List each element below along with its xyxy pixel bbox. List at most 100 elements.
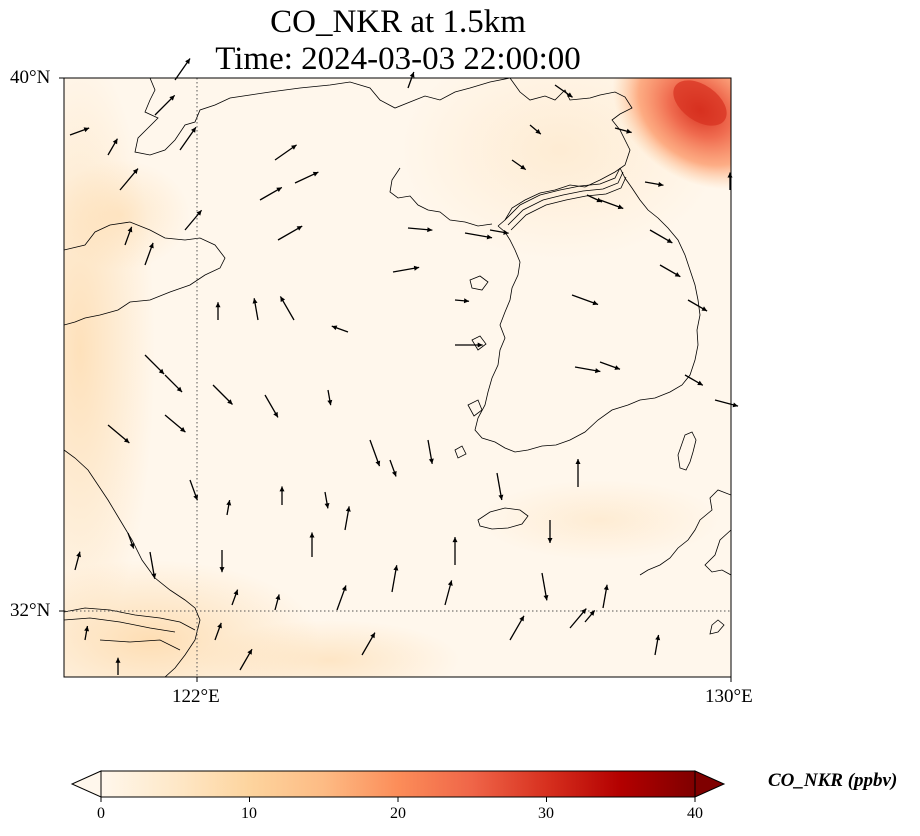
wind-arrow — [654, 634, 661, 656]
wind-arrow — [264, 394, 279, 418]
wind-arrow — [369, 439, 381, 467]
colorbar-gradient — [101, 771, 695, 797]
wind-arrow — [392, 265, 420, 273]
wind-arrow — [687, 299, 708, 312]
wind-arrow — [391, 565, 399, 593]
wind-arrow — [154, 94, 176, 116]
wind-arrow — [644, 181, 664, 187]
colorbar — [70, 770, 726, 802]
wind-arrow — [714, 399, 739, 408]
wind-arrow — [599, 199, 624, 210]
wind-arrow — [252, 298, 259, 321]
wind-arrow — [511, 159, 527, 171]
colorbar-extend-low — [70, 770, 102, 798]
wind-arrow — [684, 374, 704, 386]
wind-arrow — [547, 520, 553, 543]
wind-arrow — [119, 168, 139, 191]
wind-arrow — [344, 506, 351, 531]
wind-arrow — [584, 609, 596, 623]
wind-arrow — [164, 414, 186, 433]
wind-arrow — [541, 572, 549, 601]
wind-arrow — [144, 242, 154, 266]
wind-arrow — [179, 126, 197, 151]
wind-arrow — [529, 124, 542, 135]
wind-arrow — [614, 127, 632, 134]
wind-arrow — [107, 424, 130, 444]
colorbar-tick-label: 20 — [390, 805, 406, 822]
wind-arrow — [571, 294, 599, 306]
wind-arrow — [464, 232, 493, 240]
wind-arrow — [214, 622, 222, 641]
wind-arrow — [455, 342, 483, 348]
wind-arrow — [274, 594, 281, 611]
wind-arrow — [336, 585, 347, 611]
wind-arrow — [279, 486, 285, 505]
wind-arrow — [575, 459, 581, 487]
wind-arrow — [164, 374, 183, 393]
wind-arrow — [599, 361, 621, 370]
wind-arrow — [239, 648, 253, 671]
wind-arrow — [659, 264, 681, 278]
wind-arrow — [407, 227, 433, 233]
lat-label-32n: 32°N — [10, 600, 51, 621]
wind-arrow — [327, 389, 333, 406]
wind-arrow — [489, 229, 509, 235]
wind-arrow — [189, 479, 199, 501]
colorbar-label: CO_NKR (ppbv) — [768, 770, 898, 791]
wind-arrow — [277, 225, 303, 241]
coastlines — [64, 78, 731, 677]
colorbar-extend-high — [694, 770, 726, 798]
wind-arrow — [212, 384, 233, 405]
wind-arrow — [649, 229, 673, 244]
map-subtitle-time: Time: 2024-03-03 22:00:00 — [215, 41, 581, 77]
wind-arrow — [427, 439, 434, 465]
wind-arrow — [279, 296, 295, 321]
wind-arrow — [509, 615, 525, 641]
wind-arrow — [149, 551, 157, 579]
colorbar-tick-label: 30 — [538, 805, 554, 822]
colorbar-tick-label: 0 — [97, 805, 105, 822]
wind-arrow — [74, 551, 82, 571]
wind-arrow — [407, 71, 415, 89]
colorbar-tick-label: 10 — [241, 805, 257, 822]
wind-arrow — [184, 209, 203, 231]
wind-arrow — [107, 138, 119, 156]
wind-arrow — [569, 608, 587, 629]
wind-arrow — [454, 298, 470, 304]
wind-arrow — [274, 144, 297, 161]
wind-arrow — [226, 500, 232, 516]
lon-label-130e: 130°E — [705, 686, 753, 707]
wind-arrow — [452, 537, 458, 565]
lon-label-122e: 122°E — [172, 686, 220, 707]
wind-arrow — [215, 302, 221, 320]
wind-arrow — [324, 491, 330, 509]
colorbar-tick-label: 40 — [687, 805, 703, 822]
wind-arrow — [127, 532, 135, 549]
axis-ticks — [59, 77, 732, 682]
wind-arrow — [144, 354, 165, 375]
wind-arrow — [554, 84, 573, 98]
map-title: CO_NKR at 1.5km — [270, 4, 526, 40]
wind-arrow — [294, 171, 319, 184]
wind-arrow — [586, 194, 603, 203]
wind-arrow — [309, 532, 315, 557]
wind-arrow — [174, 58, 191, 81]
wind-arrow — [361, 632, 376, 656]
wind-vectors — [69, 58, 739, 675]
co-concentration-field — [64, 78, 731, 677]
wind-arrow — [496, 472, 504, 501]
wind-arrow — [602, 584, 609, 609]
wind-arrow — [331, 325, 349, 333]
wind-arrow — [219, 550, 225, 573]
lat-label-40n: 40°N — [10, 67, 51, 88]
wind-arrow — [389, 459, 397, 477]
wind-arrow — [124, 226, 133, 246]
wind-arrow — [84, 625, 90, 641]
gridlines — [64, 78, 731, 677]
wind-arrow — [115, 657, 121, 675]
wind-arrow — [444, 580, 453, 606]
map-frame — [63, 77, 732, 678]
wind-arrow — [231, 589, 239, 606]
